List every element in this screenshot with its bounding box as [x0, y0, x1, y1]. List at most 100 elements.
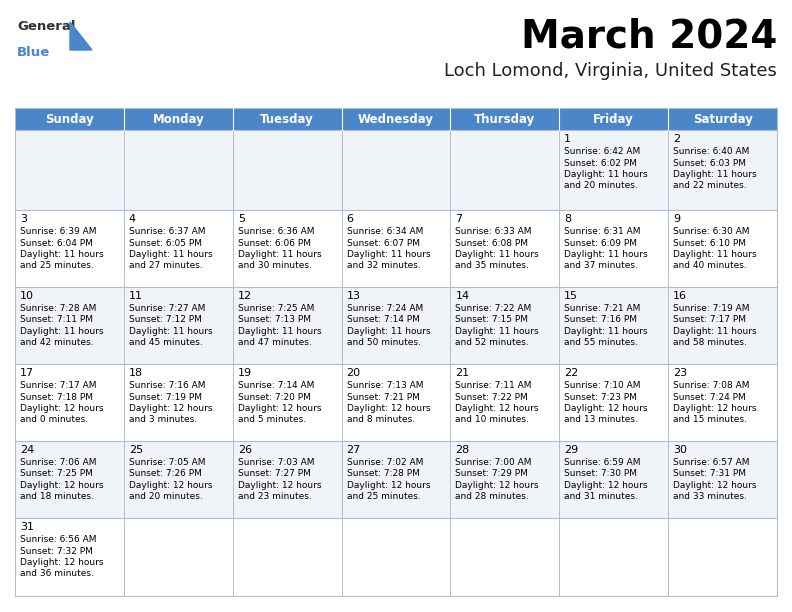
Text: Thursday: Thursday — [474, 113, 535, 125]
Text: 2: 2 — [673, 134, 680, 144]
Text: Daylight: 12 hours
and 0 minutes.: Daylight: 12 hours and 0 minutes. — [20, 404, 104, 424]
Bar — [233, 130, 341, 210]
Text: Sunrise: 7:13 AM: Sunrise: 7:13 AM — [347, 381, 423, 390]
Text: Sunset: 7:25 PM: Sunset: 7:25 PM — [20, 469, 93, 479]
Text: Daylight: 11 hours
and 55 minutes.: Daylight: 11 hours and 55 minutes. — [564, 327, 648, 347]
Text: Daylight: 12 hours
and 3 minutes.: Daylight: 12 hours and 3 minutes. — [129, 404, 212, 424]
Bar — [341, 108, 451, 130]
Bar — [668, 287, 777, 364]
Bar — [124, 130, 233, 210]
Text: Daylight: 11 hours
and 40 minutes.: Daylight: 11 hours and 40 minutes. — [673, 250, 757, 270]
Text: Sunset: 6:09 PM: Sunset: 6:09 PM — [564, 239, 638, 247]
Bar — [233, 287, 341, 364]
Bar — [341, 441, 451, 518]
Text: Daylight: 12 hours
and 20 minutes.: Daylight: 12 hours and 20 minutes. — [129, 481, 212, 501]
Bar — [559, 130, 668, 210]
Bar — [668, 364, 777, 441]
Text: Sunrise: 7:25 AM: Sunrise: 7:25 AM — [238, 304, 314, 313]
Text: Sunrise: 7:03 AM: Sunrise: 7:03 AM — [238, 458, 314, 467]
Text: Daylight: 12 hours
and 18 minutes.: Daylight: 12 hours and 18 minutes. — [20, 481, 104, 501]
Bar — [15, 364, 124, 441]
Text: 28: 28 — [455, 445, 470, 455]
Text: Sunset: 6:08 PM: Sunset: 6:08 PM — [455, 239, 528, 247]
Text: Sunrise: 7:11 AM: Sunrise: 7:11 AM — [455, 381, 532, 390]
Text: Sunset: 7:19 PM: Sunset: 7:19 PM — [129, 392, 202, 401]
Text: Sunrise: 6:30 AM: Sunrise: 6:30 AM — [673, 227, 750, 236]
Bar — [559, 287, 668, 364]
Text: Sunset: 7:28 PM: Sunset: 7:28 PM — [347, 469, 420, 479]
Bar — [124, 364, 233, 441]
Text: Sunset: 7:13 PM: Sunset: 7:13 PM — [238, 316, 310, 324]
Text: Sunrise: 6:59 AM: Sunrise: 6:59 AM — [564, 458, 641, 467]
Bar — [233, 441, 341, 518]
Text: Tuesday: Tuesday — [261, 113, 314, 125]
Bar — [15, 441, 124, 518]
Text: Daylight: 11 hours
and 42 minutes.: Daylight: 11 hours and 42 minutes. — [20, 327, 104, 347]
Text: Daylight: 12 hours
and 36 minutes.: Daylight: 12 hours and 36 minutes. — [20, 558, 104, 578]
Text: 30: 30 — [673, 445, 687, 455]
Bar — [451, 287, 559, 364]
Text: Daylight: 12 hours
and 8 minutes.: Daylight: 12 hours and 8 minutes. — [347, 404, 430, 424]
Text: 11: 11 — [129, 291, 143, 301]
Bar — [233, 210, 341, 287]
Text: Daylight: 12 hours
and 5 minutes.: Daylight: 12 hours and 5 minutes. — [238, 404, 322, 424]
Text: 16: 16 — [673, 291, 687, 301]
Text: Sunset: 7:17 PM: Sunset: 7:17 PM — [673, 316, 746, 324]
Text: Sunset: 7:26 PM: Sunset: 7:26 PM — [129, 469, 202, 479]
Text: Sunset: 6:10 PM: Sunset: 6:10 PM — [673, 239, 746, 247]
Bar — [124, 210, 233, 287]
Bar — [15, 287, 124, 364]
Text: 23: 23 — [673, 368, 687, 378]
Text: Sunday: Sunday — [45, 113, 93, 125]
Text: Sunrise: 7:16 AM: Sunrise: 7:16 AM — [129, 381, 205, 390]
Text: General: General — [17, 20, 75, 33]
Text: Daylight: 11 hours
and 30 minutes.: Daylight: 11 hours and 30 minutes. — [238, 250, 322, 270]
Text: 1: 1 — [564, 134, 571, 144]
Text: Sunrise: 6:34 AM: Sunrise: 6:34 AM — [347, 227, 423, 236]
Text: Daylight: 12 hours
and 13 minutes.: Daylight: 12 hours and 13 minutes. — [564, 404, 648, 424]
Text: 25: 25 — [129, 445, 143, 455]
Bar — [668, 518, 777, 596]
Bar — [668, 108, 777, 130]
Text: Wednesday: Wednesday — [358, 113, 434, 125]
Bar — [15, 130, 124, 210]
Text: 21: 21 — [455, 368, 470, 378]
Bar — [341, 210, 451, 287]
Text: Sunset: 7:12 PM: Sunset: 7:12 PM — [129, 316, 202, 324]
Text: Sunrise: 6:57 AM: Sunrise: 6:57 AM — [673, 458, 750, 467]
Text: Sunrise: 6:39 AM: Sunrise: 6:39 AM — [20, 227, 97, 236]
Bar — [233, 518, 341, 596]
Text: Sunrise: 6:42 AM: Sunrise: 6:42 AM — [564, 147, 641, 156]
Text: Sunrise: 6:37 AM: Sunrise: 6:37 AM — [129, 227, 205, 236]
Text: 3: 3 — [20, 214, 27, 224]
Bar — [341, 130, 451, 210]
Text: Sunrise: 7:19 AM: Sunrise: 7:19 AM — [673, 304, 750, 313]
Text: 15: 15 — [564, 291, 578, 301]
Bar — [124, 108, 233, 130]
Bar — [124, 287, 233, 364]
Text: Sunset: 7:21 PM: Sunset: 7:21 PM — [347, 392, 420, 401]
Text: Sunrise: 7:02 AM: Sunrise: 7:02 AM — [347, 458, 423, 467]
Text: Sunrise: 7:22 AM: Sunrise: 7:22 AM — [455, 304, 531, 313]
Text: Sunset: 6:04 PM: Sunset: 6:04 PM — [20, 239, 93, 247]
Text: Sunset: 7:16 PM: Sunset: 7:16 PM — [564, 316, 638, 324]
Text: 7: 7 — [455, 214, 463, 224]
Text: Friday: Friday — [593, 113, 634, 125]
Text: Daylight: 12 hours
and 15 minutes.: Daylight: 12 hours and 15 minutes. — [673, 404, 756, 424]
Text: Sunset: 7:15 PM: Sunset: 7:15 PM — [455, 316, 528, 324]
Text: 27: 27 — [347, 445, 361, 455]
Text: Monday: Monday — [152, 113, 204, 125]
Text: Daylight: 11 hours
and 50 minutes.: Daylight: 11 hours and 50 minutes. — [347, 327, 430, 347]
Text: Daylight: 11 hours
and 35 minutes.: Daylight: 11 hours and 35 minutes. — [455, 250, 539, 270]
Bar — [559, 210, 668, 287]
Bar — [451, 518, 559, 596]
Text: Sunset: 7:14 PM: Sunset: 7:14 PM — [347, 316, 420, 324]
Text: Sunset: 7:18 PM: Sunset: 7:18 PM — [20, 392, 93, 401]
Text: 29: 29 — [564, 445, 578, 455]
Text: Sunset: 7:32 PM: Sunset: 7:32 PM — [20, 547, 93, 556]
Bar — [341, 287, 451, 364]
Text: Daylight: 12 hours
and 25 minutes.: Daylight: 12 hours and 25 minutes. — [347, 481, 430, 501]
Text: Daylight: 11 hours
and 37 minutes.: Daylight: 11 hours and 37 minutes. — [564, 250, 648, 270]
Text: Daylight: 11 hours
and 45 minutes.: Daylight: 11 hours and 45 minutes. — [129, 327, 212, 347]
Text: Sunset: 7:24 PM: Sunset: 7:24 PM — [673, 392, 746, 401]
